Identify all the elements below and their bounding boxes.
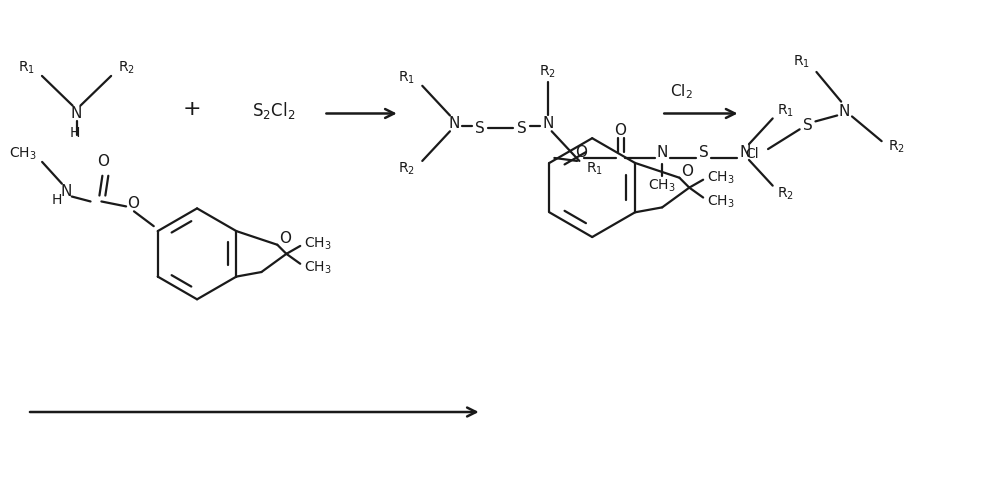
Text: S: S (475, 121, 484, 136)
Text: R$_1$: R$_1$ (586, 161, 603, 177)
Text: H: H (52, 193, 62, 207)
Text: R$_2$: R$_2$ (118, 60, 135, 76)
Text: N: N (448, 116, 460, 131)
Text: R$_2$: R$_2$ (777, 186, 794, 202)
Text: O: O (615, 123, 627, 138)
Text: S$_2$Cl$_2$: S$_2$Cl$_2$ (252, 100, 296, 121)
Text: O: O (97, 154, 109, 169)
Text: R$_2$: R$_2$ (888, 139, 905, 155)
Text: N: N (542, 116, 553, 131)
Text: O: O (575, 145, 587, 160)
Text: O: O (681, 164, 693, 179)
Text: N: N (71, 106, 82, 121)
Text: R$_1$: R$_1$ (793, 54, 811, 70)
Text: Cl: Cl (746, 147, 759, 161)
Text: N: N (739, 145, 751, 160)
Text: S: S (517, 121, 527, 136)
Text: S: S (803, 118, 812, 133)
Text: CH$_3$: CH$_3$ (707, 170, 735, 186)
Text: CH$_3$: CH$_3$ (9, 146, 36, 162)
Text: H: H (69, 126, 80, 140)
Text: R$_2$: R$_2$ (539, 64, 556, 80)
Text: S: S (699, 145, 708, 160)
Text: CH$_3$: CH$_3$ (304, 259, 332, 276)
Text: Cl$_2$: Cl$_2$ (670, 82, 692, 101)
Text: R$_1$: R$_1$ (18, 60, 35, 76)
Text: N: N (656, 145, 668, 160)
Text: O: O (279, 231, 291, 246)
Text: +: + (183, 98, 201, 119)
Text: R$_1$: R$_1$ (398, 70, 415, 86)
Text: CH$_3$: CH$_3$ (648, 177, 676, 194)
Text: CH$_3$: CH$_3$ (304, 236, 332, 252)
Text: CH$_3$: CH$_3$ (707, 193, 735, 210)
Text: O: O (127, 196, 139, 211)
Text: R$_1$: R$_1$ (777, 102, 794, 119)
Text: N: N (60, 184, 72, 199)
Text: N: N (838, 104, 850, 119)
Text: R$_2$: R$_2$ (398, 161, 415, 177)
